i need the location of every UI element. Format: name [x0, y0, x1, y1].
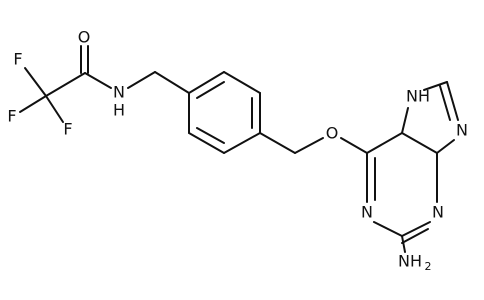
atom-label: F — [7, 107, 16, 126]
atom-label: H — [113, 101, 125, 120]
atom-labels: F F F O N H O N N NH N NH 2 — [7, 28, 468, 274]
atom-label: N — [361, 203, 373, 222]
atom-label: O — [326, 124, 339, 143]
atom-subscript: 2 — [425, 260, 432, 273]
atom-label: F — [63, 120, 72, 139]
atom-label: O — [78, 28, 91, 47]
atom-label: NH — [406, 87, 430, 106]
bonds — [19, 45, 459, 253]
atom-label: N — [113, 83, 125, 102]
atom-label: NH — [398, 252, 422, 271]
atom-label: N — [432, 203, 444, 222]
atom-label: F — [13, 50, 22, 69]
atom-label: N — [456, 121, 468, 140]
